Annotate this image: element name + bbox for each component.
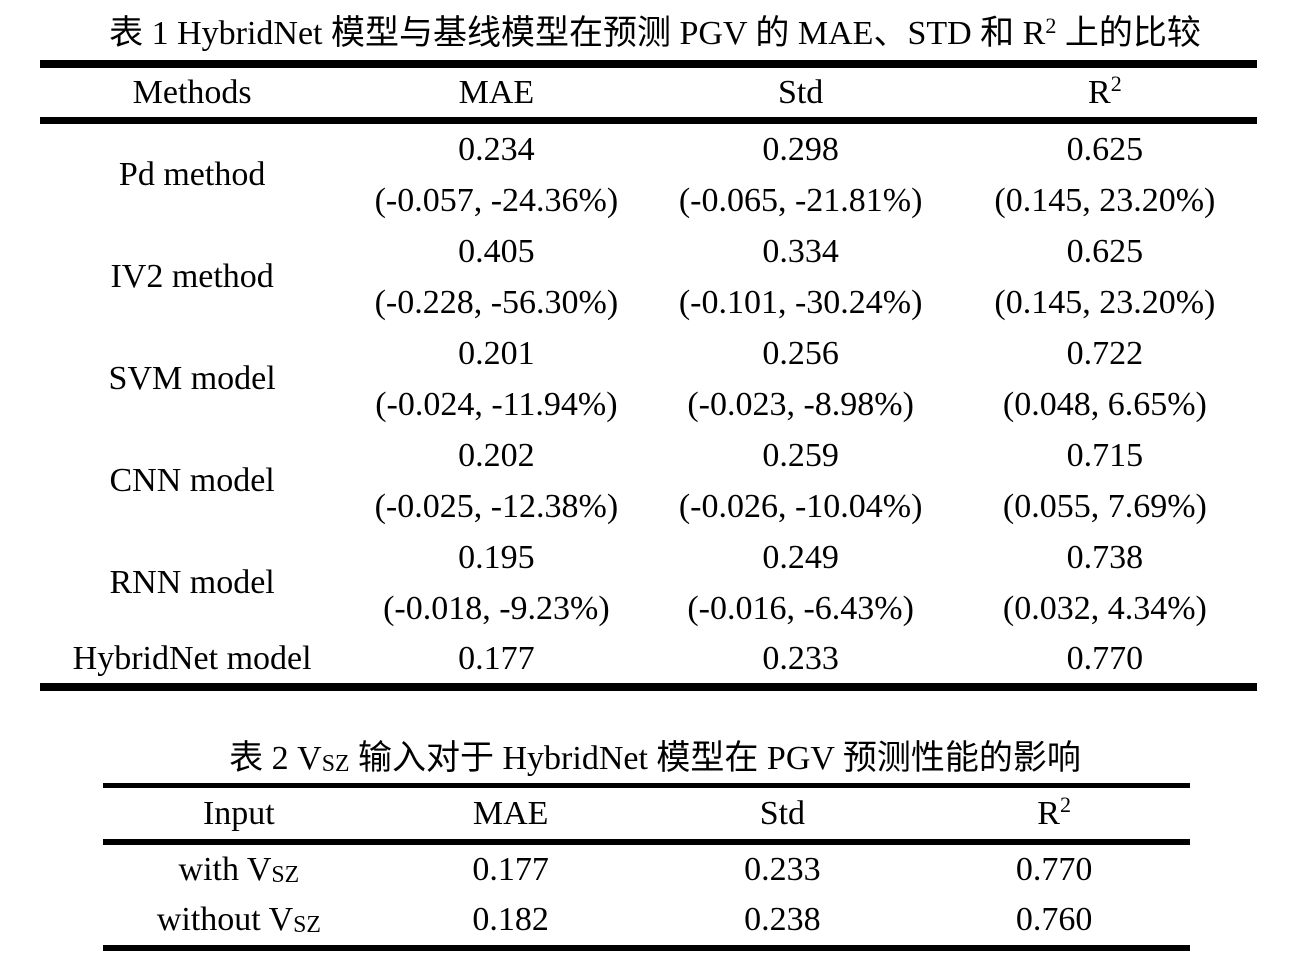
mae-value: 0.177 <box>472 851 549 888</box>
table2: Input MAE Std R2 with VSZ 0.177 0.233 0.… <box>103 783 1190 951</box>
mae-cell: 0.405 (-0.228, -56.30%) <box>344 226 648 328</box>
table2-header-r2-superscript: 2 <box>1059 792 1071 818</box>
std-cell: 0.334 (-0.101, -30.24%) <box>649 226 953 328</box>
std-value: 0.298 <box>762 131 839 168</box>
input-label-subscript-sz: SZ <box>293 911 321 938</box>
std-value: 0.334 <box>762 233 839 270</box>
r2-value: 0.722 <box>1066 335 1144 372</box>
mae-value: 0.405 <box>458 233 535 270</box>
mae-value: 0.234 <box>458 131 535 168</box>
table-row: IV2 method 0.405 (-0.228, -56.30%) 0.334… <box>40 226 1257 328</box>
r2-cell: 0.715 (0.055, 7.69%) <box>953 430 1257 532</box>
method-name: IV2 method <box>110 258 274 295</box>
std-cell: 0.256 (-0.023, -8.98%) <box>649 328 953 430</box>
mae-value: 0.182 <box>472 901 549 938</box>
table1-caption: 表 1 HybridNet 模型与基线模型在预测 PGV 的 MAE、STD 和… <box>0 0 1310 54</box>
mae-delta: (-0.057, -24.36%) <box>374 182 619 219</box>
table1-caption-text: 表 1 HybridNet 模型与基线模型在预测 PGV 的 MAE、STD 和… <box>109 15 1046 52</box>
input-label-text: without V <box>156 901 294 938</box>
table-row: CNN model 0.202 (-0.025, -12.38%) 0.259 … <box>40 430 1257 532</box>
table-row-hybridnet: HybridNet model 0.177 0.233 0.770 <box>40 634 1257 683</box>
table1-header-r2-superscript: 2 <box>1110 71 1122 97</box>
r2-cell: 0.625 (0.145, 23.20%) <box>953 226 1257 328</box>
mae-delta: (-0.228, -56.30%) <box>374 284 619 321</box>
r2-value: 0.738 <box>1066 539 1144 576</box>
r2-delta: (0.055, 7.69%) <box>1002 488 1207 525</box>
table2-header-input: Input <box>202 794 275 832</box>
method-name: CNN model <box>109 462 275 499</box>
r2-delta: (0.145, 23.20%) <box>994 284 1216 321</box>
std-value: 0.233 <box>744 851 821 888</box>
mae-value: 0.195 <box>458 539 535 576</box>
table2-header-mae: MAE <box>472 794 549 832</box>
r2-value: 0.625 <box>1066 131 1144 168</box>
std-delta: (-0.101, -30.24%) <box>678 284 923 321</box>
std-cell: 0.249 (-0.016, -6.43%) <box>649 532 953 634</box>
input-label-subscript-sz: SZ <box>271 861 300 888</box>
std-delta: (-0.023, -8.98%) <box>687 386 914 423</box>
table1-header-r2-base: R <box>1088 73 1111 111</box>
table1-caption-superscript-2: 2 <box>1045 12 1057 38</box>
mae-delta: (-0.025, -12.38%) <box>374 488 619 525</box>
table-row: with VSZ 0.177 0.233 0.770 <box>103 845 1190 895</box>
r2-delta: (0.145, 23.20%) <box>994 182 1216 219</box>
std-cell: 0.298 (-0.065, -21.81%) <box>649 124 953 226</box>
mae-value: 0.177 <box>458 639 535 677</box>
table2-header-std: Std <box>759 794 806 832</box>
std-delta: (-0.026, -10.04%) <box>678 488 923 525</box>
r2-value: 0.770 <box>1066 639 1144 677</box>
std-value: 0.249 <box>762 539 839 576</box>
method-name: SVM model <box>108 360 276 397</box>
r2-value: 0.770 <box>1015 851 1093 888</box>
input-label: without VSZ <box>103 901 375 939</box>
mae-delta: (-0.018, -9.23%) <box>383 590 610 627</box>
table-row: without VSZ 0.182 0.238 0.760 <box>103 895 1190 945</box>
mae-value: 0.201 <box>458 335 535 372</box>
r2-value: 0.760 <box>1015 901 1093 938</box>
table-row: Pd method 0.234 (-0.057, -24.36%) 0.298 … <box>40 124 1257 226</box>
method-name: HybridNet model <box>72 639 312 677</box>
table2-caption-subscript-sz: SZ <box>321 750 350 777</box>
table2-header-r2-base: R <box>1037 794 1060 832</box>
std-value: 0.233 <box>762 639 839 677</box>
table1: Methods MAE Std R2 Pd method 0.234 (-0.0… <box>40 60 1257 691</box>
r2-delta: (0.048, 6.65%) <box>1002 386 1207 423</box>
method-name: RNN model <box>109 564 275 601</box>
mae-cell: 0.195 (-0.018, -9.23%) <box>344 532 648 634</box>
mae-value: 0.202 <box>458 437 535 474</box>
table2-caption-tail: 输入对于 HybridNet 模型在 PGV 预测性能的影响 <box>349 740 1081 777</box>
mae-cell: 0.234 (-0.057, -24.36%) <box>344 124 648 226</box>
table-row: RNN model 0.195 (-0.018, -9.23%) 0.249 (… <box>40 532 1257 634</box>
std-value: 0.238 <box>744 901 821 938</box>
r2-delta: (0.032, 4.34%) <box>1002 590 1207 627</box>
table1-header-row: Methods MAE Std R2 <box>40 68 1257 124</box>
table2-caption: 表 2 VSZ 输入对于 HybridNet 模型在 PGV 预测性能的影响 <box>0 737 1310 781</box>
r2-value: 0.625 <box>1066 233 1144 270</box>
std-cell: 0.259 (-0.026, -10.04%) <box>649 430 953 532</box>
mae-cell: 0.202 (-0.025, -12.38%) <box>344 430 648 532</box>
input-label: with VSZ <box>103 851 375 889</box>
std-delta: (-0.016, -6.43%) <box>687 590 914 627</box>
mae-delta: (-0.024, -11.94%) <box>375 386 618 423</box>
r2-value: 0.715 <box>1066 437 1144 474</box>
method-name: Pd method <box>118 156 266 193</box>
table2-header-r2: R2 <box>918 792 1190 833</box>
mae-cell: 0.201 (-0.024, -11.94%) <box>344 328 648 430</box>
input-label-text: with V <box>178 851 272 888</box>
std-delta: (-0.065, -21.81%) <box>678 182 923 219</box>
table2-header-row: Input MAE Std R2 <box>103 788 1190 845</box>
r2-cell: 0.722 (0.048, 6.65%) <box>953 328 1257 430</box>
table2-caption-text: 表 2 V <box>229 740 322 777</box>
table1-header-methods: Methods <box>132 73 252 111</box>
table1-header-r2: R2 <box>953 71 1257 112</box>
r2-cell: 0.738 (0.032, 4.34%) <box>953 532 1257 634</box>
std-value: 0.259 <box>762 437 839 474</box>
std-value: 0.256 <box>762 335 839 372</box>
r2-cell: 0.625 (0.145, 23.20%) <box>953 124 1257 226</box>
table-row: SVM model 0.201 (-0.024, -11.94%) 0.256 … <box>40 328 1257 430</box>
table1-caption-tail: 上的比较 <box>1056 15 1201 52</box>
table1-header-mae: MAE <box>458 73 535 111</box>
table1-header-std: Std <box>777 73 824 111</box>
